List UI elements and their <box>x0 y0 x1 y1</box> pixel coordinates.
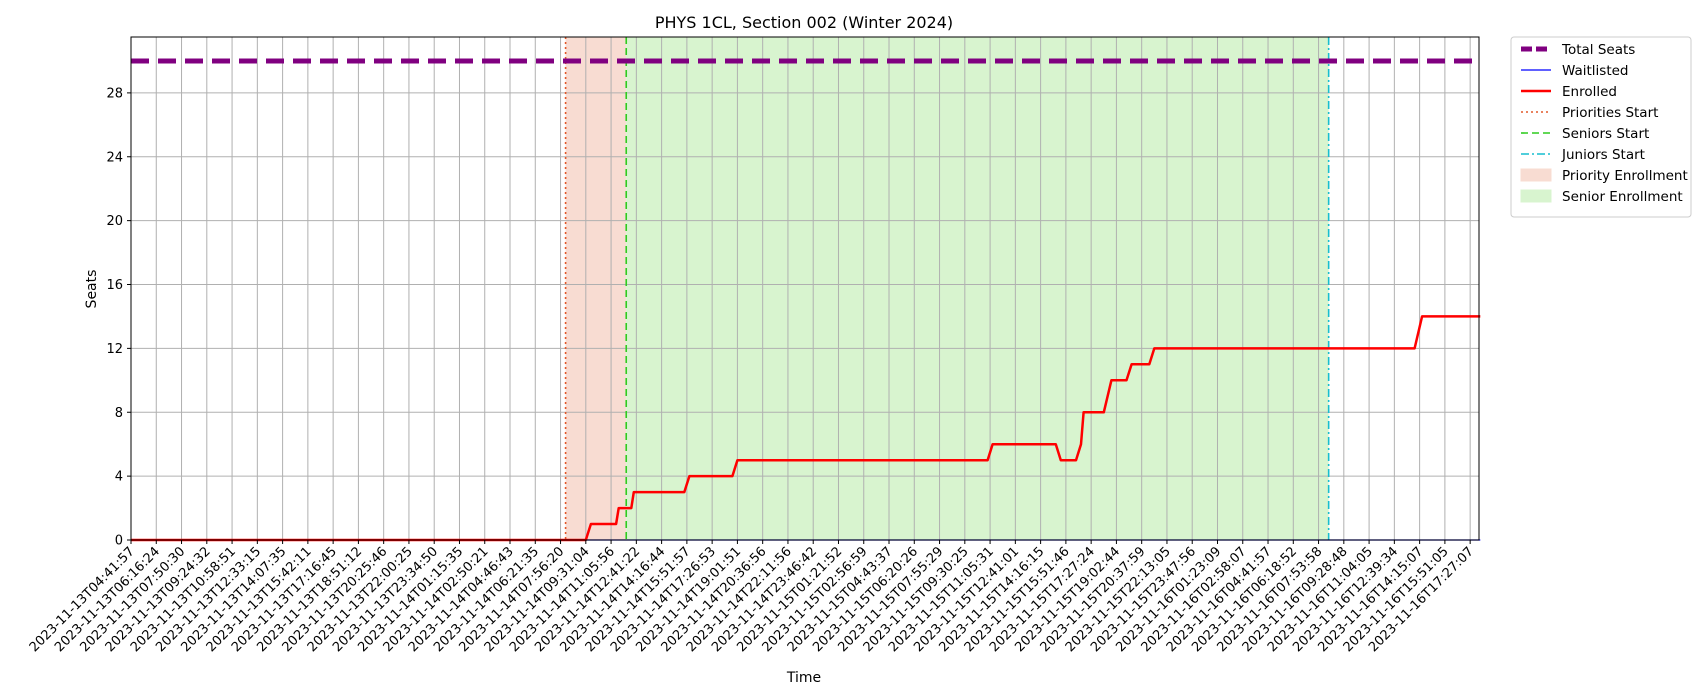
legend-swatch-priority-enrollment <box>1520 168 1552 182</box>
legend-swatch-senior-enrollment <box>1520 189 1552 203</box>
legend: Total Seats Waitlisted Enrolled Priorities … <box>1510 36 1692 218</box>
y-tick-label: 24 <box>106 150 123 165</box>
x-tick-labels: 2023-11-13T04:41:572023-11-13T06:16:2420… <box>27 544 1477 655</box>
x-axis-title: Time <box>786 670 821 686</box>
legend-label: Total Seats <box>1561 42 1635 58</box>
grid <box>130 37 1479 541</box>
axes <box>127 36 1480 544</box>
y-tick-label: 28 <box>106 86 123 101</box>
legend-label: Priority Enrollment <box>1562 168 1688 184</box>
chart-title: PHYS 1CL, Section 002 (Winter 2024) <box>655 13 953 32</box>
span-priority-enrollment <box>565 37 627 540</box>
y-tick-label: 8 <box>115 406 123 421</box>
y-axis-title: Seats <box>84 270 100 309</box>
y-tick-label: 4 <box>115 470 123 485</box>
phase-markers <box>564 37 1330 540</box>
series-enrolled <box>131 315 1481 542</box>
y-tick-label: 0 <box>115 534 123 549</box>
legend-label: Priorities Start <box>1562 105 1658 121</box>
enrollment-spans <box>565 37 1329 540</box>
legend-box <box>1510 36 1692 218</box>
legend-label: Seniors Start <box>1562 126 1649 142</box>
legend-label: Senior Enrollment <box>1562 189 1683 205</box>
plot-frame <box>130 36 1480 541</box>
span-senior-enrollment <box>626 37 1329 540</box>
legend-label: Waitlisted <box>1562 63 1629 79</box>
y-tick-labels: 0 4 8 12 16 20 24 28 <box>106 86 123 548</box>
y-tick-label: 16 <box>106 278 123 293</box>
y-tick-label: 12 <box>106 342 123 357</box>
legend-label: Juniors Start <box>1561 147 1645 163</box>
y-tick-label: 20 <box>106 214 123 229</box>
legend-label: Enrolled <box>1562 84 1617 100</box>
